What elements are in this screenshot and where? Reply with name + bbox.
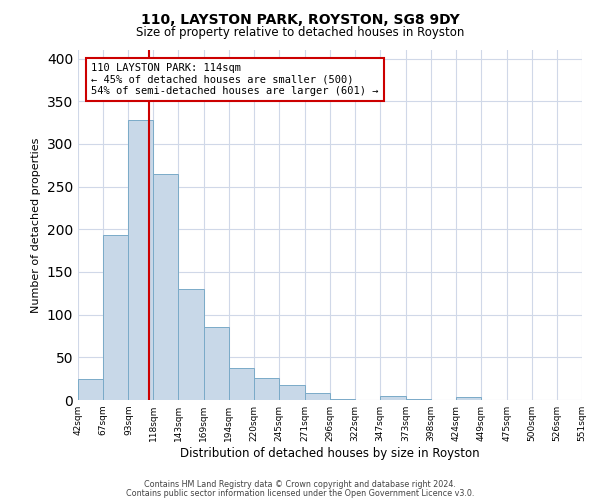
Bar [229, 368, 254, 400]
Text: Contains HM Land Registry data © Crown copyright and database right 2024.: Contains HM Land Registry data © Crown c… [144, 480, 456, 489]
Bar [329, 399, 355, 400]
Text: Contains public sector information licensed under the Open Government Licence v3: Contains public sector information licen… [126, 488, 474, 498]
Bar [279, 384, 305, 400]
Bar [254, 378, 279, 400]
Text: 110, LAYSTON PARK, ROYSTON, SG8 9DY: 110, LAYSTON PARK, ROYSTON, SG8 9DY [140, 12, 460, 26]
Bar [582, 398, 600, 400]
Text: Size of property relative to detached houses in Royston: Size of property relative to detached ho… [136, 26, 464, 39]
Bar [380, 396, 406, 400]
Bar [128, 120, 153, 400]
Bar [153, 174, 178, 400]
Text: 110 LAYSTON PARK: 114sqm
← 45% of detached houses are smaller (500)
54% of semi-: 110 LAYSTON PARK: 114sqm ← 45% of detach… [91, 63, 379, 96]
Bar [305, 393, 329, 400]
Y-axis label: Number of detached properties: Number of detached properties [31, 138, 41, 312]
Bar [178, 289, 204, 400]
Bar [78, 378, 103, 400]
Bar [204, 326, 229, 400]
Bar [103, 235, 128, 400]
Bar [406, 399, 431, 400]
Bar [456, 398, 481, 400]
X-axis label: Distribution of detached houses by size in Royston: Distribution of detached houses by size … [180, 447, 480, 460]
